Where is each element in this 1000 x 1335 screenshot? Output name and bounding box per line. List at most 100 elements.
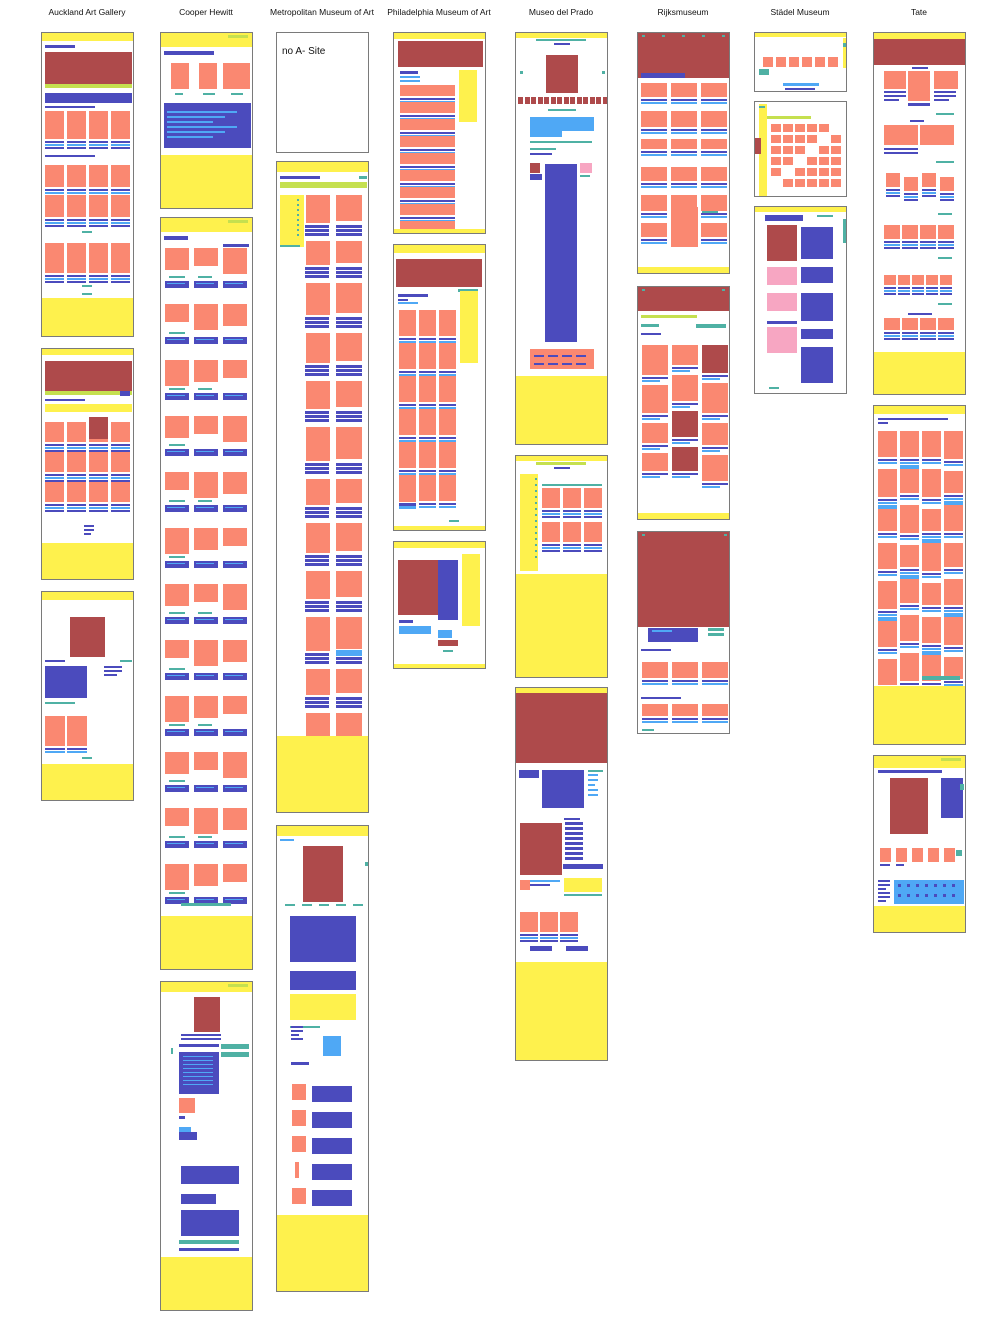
teal-dots — [169, 556, 185, 558]
hero-strip — [45, 391, 132, 395]
panel-prado-home — [515, 32, 608, 445]
caption-line — [701, 186, 727, 188]
panel-cooper-collection — [160, 217, 253, 970]
teal-dots — [169, 836, 185, 838]
image-tile — [878, 543, 897, 569]
filter-dot — [297, 229, 299, 231]
meta-band — [165, 785, 189, 792]
caption-line — [702, 683, 728, 685]
teal-tab — [759, 106, 765, 108]
caption-line — [641, 183, 667, 185]
teal-dot — [722, 35, 725, 37]
image-tile — [922, 655, 941, 681]
page-header — [874, 33, 965, 39]
filter-dot — [297, 214, 299, 216]
image-tile — [45, 422, 64, 442]
artwork-image — [890, 778, 928, 834]
caption-line — [940, 290, 952, 292]
caption-line — [884, 332, 900, 334]
nav-block — [801, 267, 833, 283]
hero-image — [638, 287, 729, 311]
caption — [702, 378, 720, 380]
panel-tate-collection — [873, 405, 966, 745]
meta-band — [305, 411, 329, 414]
filter-dot — [297, 224, 299, 226]
caption-line — [439, 374, 456, 376]
text-line — [588, 784, 595, 786]
meta-band — [336, 657, 362, 660]
band-line — [562, 363, 572, 365]
image-tile — [336, 669, 362, 693]
image-tile — [194, 808, 218, 834]
caption — [900, 572, 919, 574]
image-tile — [336, 333, 362, 361]
image-tile — [641, 83, 667, 97]
caption-line — [45, 219, 64, 221]
meta-band — [305, 515, 329, 518]
image-tile — [171, 63, 189, 89]
no-site-text: no A- Site — [282, 46, 326, 57]
text-line — [45, 155, 95, 157]
side-tab — [365, 862, 368, 866]
meta-line — [196, 787, 214, 789]
image-tile — [701, 223, 727, 237]
panel-prado-object — [515, 687, 608, 1061]
caption-line — [400, 115, 455, 117]
image-tile — [702, 704, 728, 716]
caption-line — [111, 480, 130, 482]
caption-line — [89, 219, 108, 221]
page-header — [277, 826, 368, 836]
caption-line — [884, 293, 896, 295]
list-item — [565, 832, 583, 835]
image-tile — [560, 912, 578, 932]
caption-line — [399, 440, 416, 442]
list-item — [565, 857, 583, 860]
teal-dot — [702, 35, 705, 37]
link-tile — [878, 617, 897, 621]
caption-line — [701, 132, 727, 134]
caption-line — [399, 504, 416, 506]
link-tile — [878, 505, 897, 509]
caption-line — [45, 225, 64, 227]
image-tile — [795, 135, 805, 143]
meta-band — [305, 559, 329, 562]
caption-line — [560, 934, 578, 936]
caption-line — [89, 278, 108, 280]
meta-band — [194, 617, 218, 624]
caption-line — [641, 154, 667, 156]
caption-line — [67, 444, 86, 446]
panel-rijks-collection — [637, 286, 730, 520]
caption — [878, 536, 897, 538]
image-tile — [880, 848, 891, 862]
image-tile — [902, 318, 918, 330]
desc-line — [183, 1060, 213, 1061]
image-tile — [67, 243, 86, 273]
image-tile — [306, 283, 330, 315]
caption-line — [542, 544, 560, 546]
caption-line — [399, 470, 416, 472]
text-line — [84, 533, 91, 535]
page-footer — [161, 155, 252, 208]
caption — [944, 461, 963, 463]
image-tile — [672, 447, 698, 471]
column-title-auckland: Auckland Art Gallery — [48, 7, 126, 17]
image-tile — [878, 659, 897, 685]
caption-line — [540, 934, 558, 936]
teal-dots — [169, 668, 185, 670]
filter-dot — [535, 502, 537, 504]
image-tile — [399, 409, 416, 435]
teal-line — [938, 213, 952, 215]
image-tile — [642, 385, 668, 413]
teal-line — [759, 69, 769, 75]
image-tile — [306, 381, 330, 409]
image-tile — [336, 617, 362, 649]
thumb-strip — [557, 97, 562, 104]
teal-dots — [169, 388, 185, 390]
text-line — [84, 525, 94, 527]
image-tile — [819, 146, 829, 154]
caption-line — [111, 477, 130, 479]
hero-image — [516, 693, 607, 763]
filter-bar — [45, 404, 132, 412]
caption-line — [89, 222, 108, 224]
image-tile — [439, 376, 456, 402]
